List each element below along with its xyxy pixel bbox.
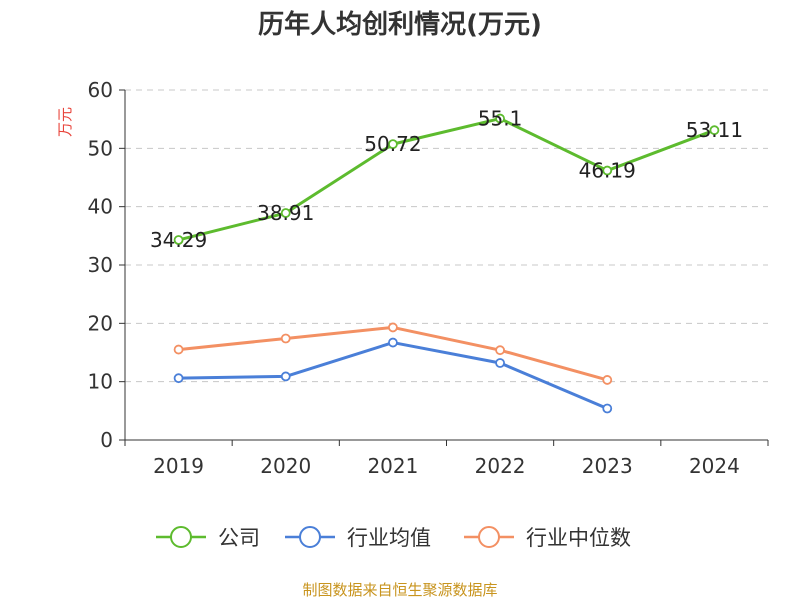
legend-item-1[interactable]: 行业均值 (285, 526, 431, 550)
y-tick-label: 10 (88, 370, 113, 394)
chart-title: 历年人均创利情况(万元) (258, 9, 542, 40)
data-point-2-1 (280, 333, 291, 344)
legend-item-2[interactable]: 行业中位数 (464, 526, 631, 550)
series-line-0 (178, 117, 715, 242)
data-point-0-5 (709, 125, 720, 136)
data-point-2-3 (495, 345, 505, 356)
legend-swatch-marker (478, 526, 500, 548)
x-tick-label: 2021 (367, 454, 418, 478)
data-point-0-4 (602, 165, 613, 176)
y-tick-label: 30 (88, 253, 113, 277)
x-tick-label: 2024 (689, 454, 740, 478)
data-point-1-2 (388, 337, 398, 348)
x-tick-labels: 2019 2020 2021 2022 2023 2024 (153, 454, 740, 478)
legend-label: 行业中位数 (526, 526, 631, 550)
x-tick-label: 2023 (582, 454, 633, 478)
gridlines (125, 89, 768, 383)
y-axis-label: 万元 (56, 107, 74, 137)
y-tick-label: 60 (88, 78, 113, 102)
data-label: 55.1 (478, 107, 523, 131)
data-point-0-1 (280, 208, 291, 218)
series-group (173, 113, 720, 414)
x-tick-label: 2022 (475, 454, 526, 478)
legend-swatch-marker (170, 526, 192, 548)
y-tick-label: 50 (88, 136, 113, 160)
legend-label: 行业均值 (347, 526, 431, 550)
series-line-2 (178, 325, 608, 382)
data-point-1-3 (495, 358, 505, 368)
data-point-1-0 (173, 373, 184, 384)
data-point-0-3 (495, 113, 505, 124)
data-label: 46.19 (579, 159, 636, 183)
data-point-1-4 (602, 403, 613, 414)
series-line-1 (178, 341, 608, 410)
axes (119, 89, 769, 446)
y-tick-labels: 0 10 20 30 40 50 60 (88, 78, 113, 452)
data-label: 34.29 (150, 228, 207, 252)
data-point-2-0 (173, 344, 184, 355)
data-point-2-4 (602, 375, 613, 385)
data-point-2-2 (388, 322, 398, 333)
data-label: 53.11 (686, 118, 743, 142)
data-point-1-1 (280, 371, 291, 382)
legend-label: 公司 (218, 526, 260, 550)
source-note: 制图数据来自恒生聚源数据库 (302, 581, 497, 599)
legend: 公司 行业均值 行业中位数 (156, 526, 631, 550)
data-point-0-2 (388, 139, 398, 150)
data-label: 50.72 (364, 132, 421, 156)
legend-item-0[interactable]: 公司 (156, 526, 260, 550)
data-point-0-0 (173, 235, 184, 245)
y-tick-label: 40 (88, 195, 113, 219)
x-tick-label: 2019 (153, 454, 204, 478)
y-tick-label: 0 (100, 428, 113, 452)
data-labels: 34.29 38.91 50.72 55.1 46.19 53.11 (150, 107, 743, 252)
x-tick-label: 2020 (260, 454, 311, 478)
y-tick-label: 20 (88, 311, 113, 335)
data-label: 38.91 (257, 201, 314, 225)
legend-swatch-marker (299, 526, 321, 548)
